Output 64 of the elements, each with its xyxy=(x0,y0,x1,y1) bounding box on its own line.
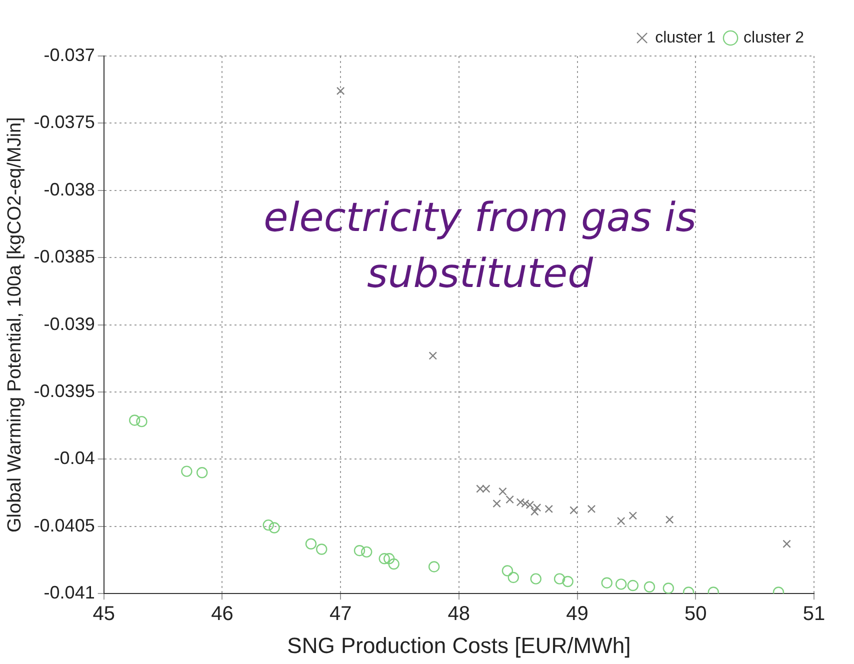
point xyxy=(181,466,192,477)
x-tick-label: 45 xyxy=(92,603,115,626)
y-tick-label: -0.039 xyxy=(44,314,95,334)
point xyxy=(388,558,400,570)
point xyxy=(316,544,328,555)
point xyxy=(129,414,140,426)
point xyxy=(476,484,484,493)
legend-label: cluster 2 xyxy=(744,29,804,46)
point xyxy=(262,519,274,531)
point xyxy=(665,516,674,524)
point xyxy=(532,503,542,512)
y-tick-label: -0.0395 xyxy=(34,380,95,401)
point xyxy=(616,516,626,526)
point xyxy=(521,499,530,508)
point xyxy=(506,495,514,504)
y-tick-label: -0.04 xyxy=(54,448,95,468)
point xyxy=(361,546,372,558)
y-tick-label: -0.0405 xyxy=(34,515,95,536)
x-tick-label: 49 xyxy=(566,603,588,626)
point xyxy=(428,561,440,572)
point xyxy=(544,504,554,514)
point xyxy=(336,86,345,96)
legend-label: cluster 1 xyxy=(655,29,716,46)
point xyxy=(498,487,507,496)
point xyxy=(782,540,791,548)
point xyxy=(562,576,574,588)
point xyxy=(644,581,656,592)
point xyxy=(482,484,490,493)
point xyxy=(570,506,578,514)
point xyxy=(587,504,596,514)
point xyxy=(530,507,539,516)
point xyxy=(530,573,542,584)
y-tick-label: -0.0375 xyxy=(34,112,95,132)
x-tick-label: 51 xyxy=(802,603,826,626)
point xyxy=(628,512,638,520)
point xyxy=(428,352,438,360)
point xyxy=(554,573,566,584)
point xyxy=(516,498,525,506)
point xyxy=(601,577,612,588)
annotation: electricity from gas is substituted xyxy=(262,194,698,299)
point xyxy=(508,572,519,584)
y-tick-label: -0.038 xyxy=(44,179,95,200)
x-tick-label: 47 xyxy=(329,603,352,626)
point xyxy=(383,553,395,564)
point xyxy=(627,580,639,592)
point xyxy=(354,544,366,556)
x-tick-label: 46 xyxy=(211,603,234,626)
y-tick-label: -0.0385 xyxy=(34,246,95,267)
point xyxy=(526,500,534,510)
y-tick-label: -0.037 xyxy=(44,44,95,65)
y-axis-title: Global Warming Potential, 100a [kgCO2-eq/MJin] xyxy=(4,117,26,532)
x-tick-label: 48 xyxy=(448,603,470,626)
point xyxy=(268,522,280,534)
point xyxy=(502,565,514,576)
point xyxy=(305,538,317,550)
y-tick-label: -0.041 xyxy=(44,582,95,603)
point xyxy=(492,499,501,508)
point xyxy=(378,553,390,564)
x-axis-title: SNG Production Costs [EUR/MWh] xyxy=(287,632,631,658)
x-tick-label: 50 xyxy=(684,603,707,626)
point xyxy=(662,582,674,594)
point xyxy=(136,416,148,428)
point xyxy=(196,467,208,478)
point xyxy=(615,578,627,590)
